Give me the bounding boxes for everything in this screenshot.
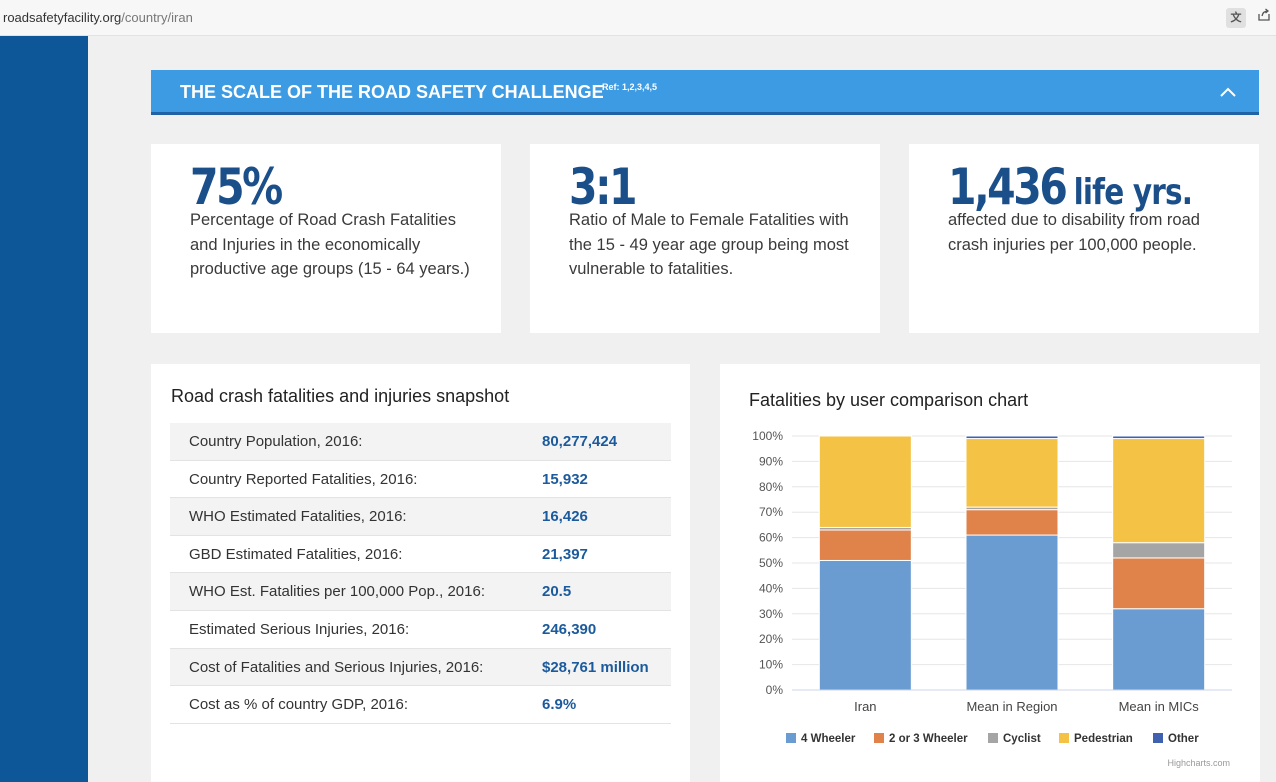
bar-segment [1112,557,1206,610]
url-path: /country/iran [121,10,193,25]
y-tick-label: 90% [759,454,783,468]
y-tick-label: 40% [759,581,783,595]
bar-segment [1112,438,1206,544]
bar-segment [965,534,1059,691]
row-label: Country Population, 2016: [189,433,363,450]
row-value: 20.5 [542,583,572,601]
row-value: 246,390 [542,620,597,638]
table-row: Country Population, 2016: 80,277,424 [170,423,671,461]
bar-segment [1112,608,1206,691]
stat-unit: life yrs. [1073,172,1193,213]
y-tick-label: 10% [759,658,783,672]
y-tick-label: 20% [759,632,783,646]
snapshot-title: Road crash fatalities and injuries snaps… [171,386,510,406]
stat-value: 75% [190,158,283,216]
bar-segment [965,435,1059,440]
section-title: THE SCALE OF THE ROAD SAFETY CHALLENGE [180,82,604,102]
x-category-label: Mean in MICs [1119,699,1200,714]
legend-swatch [786,733,796,743]
x-category-label: Iran [854,699,876,714]
section-ref: Ref: 1,2,3,4,5 [602,82,658,92]
legend-label: Cyclist [1003,733,1041,745]
stat-card-life-years: 1,436 life yrs. affected due to disabilit… [909,144,1259,333]
chart-credit: Highcharts.com [1167,758,1230,768]
table-row: WHO Est. Fatalities per 100,000 Pop., 20… [170,573,671,611]
chevron-up-icon[interactable] [1219,83,1237,101]
table-row: Estimated Serious Injuries, 2016: 246,390 [170,611,671,649]
snapshot-table: Country Population, 2016: 80,277,424 Coun… [170,423,671,724]
table-row: Cost of Fatalities and Serious Injuries,… [170,648,671,687]
row-value: 16,426 [542,508,588,526]
stat-value: 1,436 life yrs. [948,158,1193,216]
stat-card-productive-age: 75% Percentage of Road Crash Fatalities … [151,144,501,333]
x-category-label: Mean in Region [966,699,1057,714]
row-value: 6.9% [542,696,577,714]
stat-value: 3:1 [569,158,638,216]
row-label: WHO Estimated Fatalities, 2016: [189,508,407,526]
table-row: WHO Estimated Fatalities, 2016: 16,426 [170,498,671,536]
row-value: 21,397 [542,545,588,563]
stat-description: Ratio of Male to Female Fatalities with … [569,211,849,278]
bar-segment [965,438,1059,508]
legend-swatch [874,733,884,743]
stat-number: 1,436 [948,158,1068,216]
page-content: THE SCALE OF THE ROAD SAFETY CHALLENGE R… [88,36,1276,782]
legend-label: Other [1168,733,1199,745]
snapshot-panel: Road crash fatalities and injuries snaps… [151,364,690,782]
row-value: 15,932 [542,470,588,488]
table-row: Cost as % of country GDP, 2016: 6.9% [170,686,671,724]
browser-address-bar[interactable]: roadsafetyfacility.org/country/iran 文 [0,0,1276,36]
legend-swatch [1059,733,1069,743]
stat-card-gender-ratio: 3:1 Ratio of Male to Female Fatalities w… [530,144,880,333]
section-header[interactable]: THE SCALE OF THE ROAD SAFETY CHALLENGE R… [151,70,1259,115]
legend-label: Pedestrian [1074,733,1133,745]
bar-segment [1112,435,1206,440]
left-sidebar [0,36,88,782]
url-text[interactable]: roadsafetyfacility.org/country/iran [3,10,193,25]
table-row: Country Reported Fatalities, 2016: 15,932 [170,461,671,499]
y-tick-label: 0% [766,683,784,697]
table-row: GBD Estimated Fatalities, 2016: 21,397 [170,536,671,574]
legend-swatch [988,733,998,743]
chart-panel: Fatalities by user comparison chart 0% 10… [720,364,1260,782]
row-label: Cost as % of country GDP, 2016: [189,696,409,714]
row-value: 80,277,424 [542,433,618,450]
bar-segment [818,559,912,691]
bar-segment [965,509,1059,536]
y-tick-label: 30% [759,607,783,621]
row-label: GBD Estimated Fatalities, 2016: [189,545,403,563]
stat-description: Percentage of Road Crash Fatalities and … [190,211,470,278]
row-label: WHO Est. Fatalities per 100,000 Pop., 20… [189,583,485,601]
url-domain: roadsafetyfacility.org [3,10,122,25]
translate-icon[interactable]: 文 [1226,8,1246,28]
row-value: $28,761 million [542,658,649,676]
row-label: Country Reported Fatalities, 2016: [189,470,418,488]
y-tick-label: 70% [759,505,783,519]
bar-segment [818,435,912,528]
y-tick-label: 80% [759,480,783,494]
fatalities-chart: 0% 10% 20% 30% 40% 50% 60% 70% 80% 90% 100% Iran Mea… [752,429,1232,768]
y-tick-label: 100% [752,429,783,443]
bar-segment [1112,542,1206,559]
chart-title: Fatalities by user comparison chart [749,390,1029,410]
share-icon[interactable] [1254,8,1274,28]
y-tick-label: 50% [759,556,783,570]
legend-label: 4 Wheeler [801,733,856,745]
legend-label: 2 or 3 Wheeler [889,733,968,745]
y-tick-label: 60% [759,531,783,545]
row-label: Cost of Fatalities and Serious Injuries,… [189,658,484,676]
legend-swatch [1153,733,1163,743]
row-label: Estimated Serious Injuries, 2016: [189,620,410,638]
stat-description: affected due to disability from road cra… [948,211,1200,254]
bar-segment [818,529,912,561]
